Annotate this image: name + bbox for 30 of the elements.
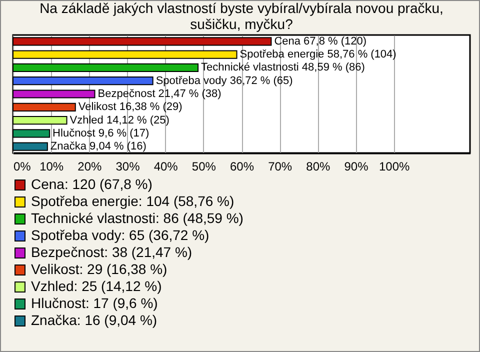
x-tick-label: 30%: [116, 160, 140, 174]
x-tick-label: 80%: [306, 160, 330, 174]
x-tick-label: 50%: [192, 160, 216, 174]
legend-label: Spotřeba vody: 65 (36,72 %): [31, 227, 210, 243]
legend-label: Bezpečnost: 38 (21,47 %): [31, 244, 192, 260]
x-tick-label: 0%: [14, 160, 32, 174]
legend-label: Velikost: 29 (16,38 %): [31, 261, 168, 277]
legend-label: Vzhled: 25 (14,12 %): [31, 278, 162, 294]
legend-label: Značka: 16 (9,04 %): [31, 312, 158, 328]
x-tick-label: 20%: [78, 160, 102, 174]
data-label: Velikost 16,38 % (29): [78, 101, 182, 114]
x-tick-label: 10%: [40, 160, 64, 174]
legend-label: Spotřeba energie: 104 (58,76 %): [31, 193, 234, 209]
data-label: Spotřeba energie 58,76 % (104): [240, 48, 396, 61]
chart-title: Na základě jakých vlastností byste vybíral/vybírala novou pračku, sušičku, myčku?: [40, 0, 444, 32]
x-tick-label: 100%: [378, 160, 410, 174]
data-label: Spotřeba vody 36,72 % (65): [156, 74, 293, 87]
x-tick-label: 90%: [344, 160, 369, 174]
data-label: Značka 9,04 % (16): [50, 140, 146, 153]
data-label: Vzhled 14,12 % (25): [70, 114, 170, 126]
data-label: Cena 67,8 % (120): [274, 35, 367, 48]
x-tick-label: 70%: [268, 160, 292, 174]
legend-label: Cena: 120 (67,8 %): [31, 176, 152, 192]
data-label: Hlučnost 9,6 % (17): [52, 127, 150, 140]
legend-label: Technické vlastnosti: 86 (48,59 %): [31, 210, 244, 226]
x-tick-label: 60%: [230, 160, 254, 174]
data-label: Bezpečnost 21,47 % (38): [98, 88, 222, 100]
data-label: Technické vlastnosti 48,59 % (86): [201, 62, 365, 74]
x-tick-label: 40%: [154, 160, 178, 174]
legend-label: Hlučnost: 17 (9,6 %): [31, 295, 158, 311]
